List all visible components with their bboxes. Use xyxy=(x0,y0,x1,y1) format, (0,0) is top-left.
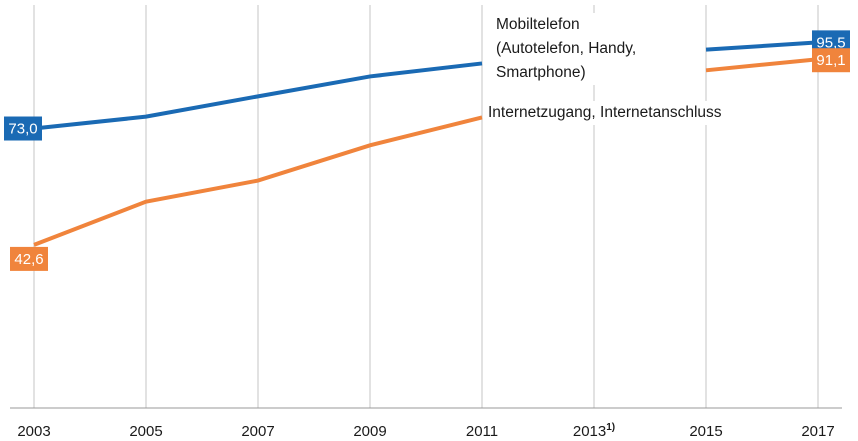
x-tick-label: 2003 xyxy=(17,423,50,440)
value-label: 73,0 xyxy=(8,121,37,138)
line xyxy=(705,57,819,73)
x-tick-text: 2003 xyxy=(17,423,50,440)
x-tick-text: 2009 xyxy=(353,423,386,440)
x-tick-text: 2007 xyxy=(241,423,274,440)
x-tick-text: 2011 xyxy=(466,423,498,440)
x-tick-label: 2011 xyxy=(466,423,498,440)
value-label-box xyxy=(10,246,48,271)
x-tick-label: 20131) xyxy=(573,422,615,440)
line xyxy=(33,115,483,247)
value-label: 95,5 xyxy=(816,34,845,51)
series-label: Mobiltelefon (Autotelefon, Handy, Smartp… xyxy=(492,13,641,85)
value-label-box xyxy=(4,116,42,141)
x-tick-text: 2017 xyxy=(801,423,834,440)
x-tick-footnote: 1) xyxy=(606,422,615,433)
x-tick-text: 2005 xyxy=(129,423,162,440)
x-tick-text: 2015 xyxy=(689,423,722,440)
x-tick-label: 2017 xyxy=(801,423,834,440)
value-label-box xyxy=(812,48,850,73)
value-label: 91,1 xyxy=(816,52,845,69)
line xyxy=(33,61,483,131)
x-tick-text: 2013 xyxy=(573,423,606,440)
series-label: Internetzugang, Internetanschluss xyxy=(484,101,726,125)
x-tick-label: 2005 xyxy=(129,423,162,440)
line xyxy=(705,40,819,52)
x-tick-label: 2015 xyxy=(689,423,722,440)
x-tick-label: 2009 xyxy=(353,423,386,440)
value-label: 42,6 xyxy=(14,251,43,268)
x-tick-label: 2007 xyxy=(241,423,274,440)
